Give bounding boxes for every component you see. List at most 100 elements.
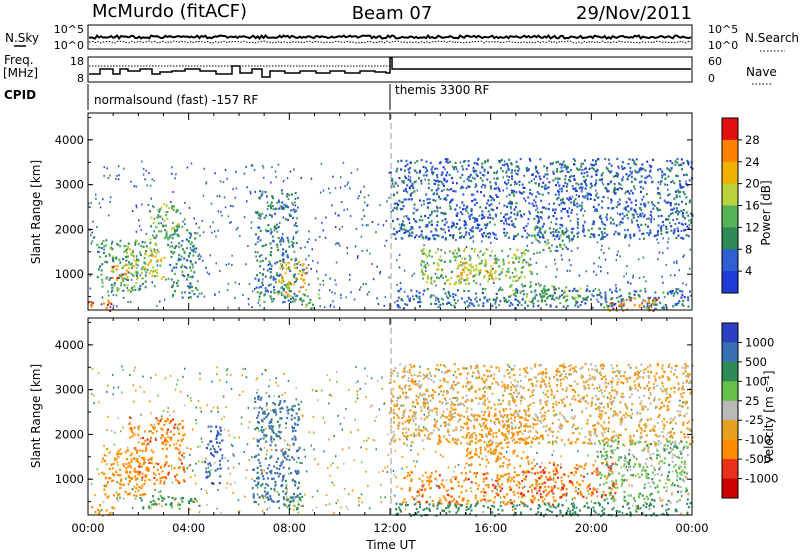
- data-cell: [143, 245, 145, 247]
- data-cell: [566, 185, 568, 187]
- data-cell: [293, 493, 295, 495]
- data-cell: [503, 263, 505, 265]
- data-cell: [563, 244, 565, 246]
- data-cell: [421, 230, 423, 232]
- data-cell: [508, 262, 510, 264]
- scatter-cell: [448, 467, 450, 469]
- data-cell: [275, 281, 277, 283]
- data-cell: [134, 289, 136, 291]
- scatter-cell: [354, 298, 356, 300]
- data-cell: [204, 461, 206, 463]
- data-cell: [488, 236, 490, 238]
- data-cell: [188, 502, 190, 504]
- scatter-cell: [410, 176, 412, 178]
- data-cell: [591, 176, 593, 178]
- scatter-cell: [173, 411, 175, 413]
- scatter-cell: [228, 468, 230, 470]
- scatter-cell: [415, 423, 417, 425]
- scatter-cell: [547, 178, 549, 180]
- data-cell: [608, 159, 610, 161]
- scatter-cell: [673, 295, 675, 297]
- data-cell: [480, 177, 482, 179]
- scatter-cell: [504, 160, 506, 162]
- scatter-cell: [337, 415, 339, 417]
- data-cell: [623, 300, 625, 302]
- scatter-cell: [135, 498, 137, 500]
- scatter-cell: [382, 388, 384, 390]
- scatter-cell: [367, 204, 369, 206]
- scatter-cell: [244, 496, 246, 498]
- data-cell: [150, 424, 152, 426]
- data-cell: [122, 290, 124, 292]
- data-cell: [639, 229, 641, 231]
- scatter-cell: [342, 429, 344, 431]
- data-cell: [414, 236, 416, 238]
- scatter-cell: [220, 211, 222, 213]
- data-cell: [682, 214, 684, 216]
- data-cell: [564, 182, 566, 184]
- data-cell: [547, 173, 549, 175]
- data-cell: [561, 190, 563, 192]
- scatter-cell: [127, 446, 128, 448]
- data-cell: [523, 227, 525, 229]
- data-cell: [268, 261, 270, 263]
- scatter-cell: [381, 377, 383, 379]
- data-cell: [166, 448, 168, 450]
- data-cell: [579, 295, 581, 297]
- scatter-cell: [182, 221, 184, 223]
- scatter-cell: [280, 244, 282, 246]
- data-cell: [546, 293, 548, 295]
- scatter-cell: [175, 389, 177, 391]
- data-cell: [111, 464, 113, 466]
- data-cell: [400, 208, 402, 210]
- data-cell: [526, 167, 528, 169]
- scatter-cell: [468, 212, 470, 214]
- data-cell: [169, 245, 171, 247]
- scatter-cell: [117, 461, 119, 463]
- data-cell: [428, 255, 430, 257]
- scatter-cell: [404, 291, 406, 293]
- scatter-cell: [337, 500, 339, 502]
- data-cell: [402, 220, 404, 222]
- scatter-cell: [413, 460, 415, 462]
- data-cell: [257, 237, 259, 239]
- data-cell: [519, 302, 521, 304]
- data-cell: [442, 303, 444, 305]
- data-cell: [257, 226, 259, 228]
- data-cell: [562, 201, 564, 203]
- data-cell: [194, 232, 196, 234]
- scatter-cell: [289, 445, 291, 447]
- scatter-cell: [248, 298, 250, 300]
- scatter-cell: [570, 264, 572, 266]
- data-cell: [150, 270, 152, 272]
- data-cell: [450, 188, 452, 190]
- data-cell: [624, 215, 626, 217]
- data-cell: [142, 473, 144, 475]
- data-cell: [606, 305, 608, 307]
- data-cell: [506, 213, 508, 215]
- scatter-cell: [295, 299, 297, 301]
- data-cell: [178, 482, 180, 484]
- scatter-cell: [552, 231, 554, 233]
- data-cell: [627, 217, 629, 219]
- scatter-cell: [393, 388, 395, 390]
- scatter-cell: [226, 374, 228, 376]
- scatter-cell: [594, 210, 596, 212]
- scatter-cell: [492, 453, 494, 455]
- data-cell: [176, 263, 178, 265]
- data-cell: [419, 219, 421, 221]
- data-cell: [454, 250, 456, 252]
- data-cell: [473, 199, 475, 201]
- scatter-cell: [150, 412, 152, 414]
- scatter-cell: [690, 249, 692, 251]
- scatter-cell: [140, 414, 142, 416]
- scatter-cell: [460, 161, 462, 163]
- data-cell: [276, 246, 278, 248]
- data-cell: [154, 242, 156, 244]
- data-cell: [505, 172, 507, 174]
- scatter-cell: [376, 297, 378, 299]
- data-cell: [427, 206, 429, 208]
- scatter-cell: [629, 244, 631, 246]
- data-cell: [549, 227, 551, 229]
- data-cell: [294, 263, 296, 265]
